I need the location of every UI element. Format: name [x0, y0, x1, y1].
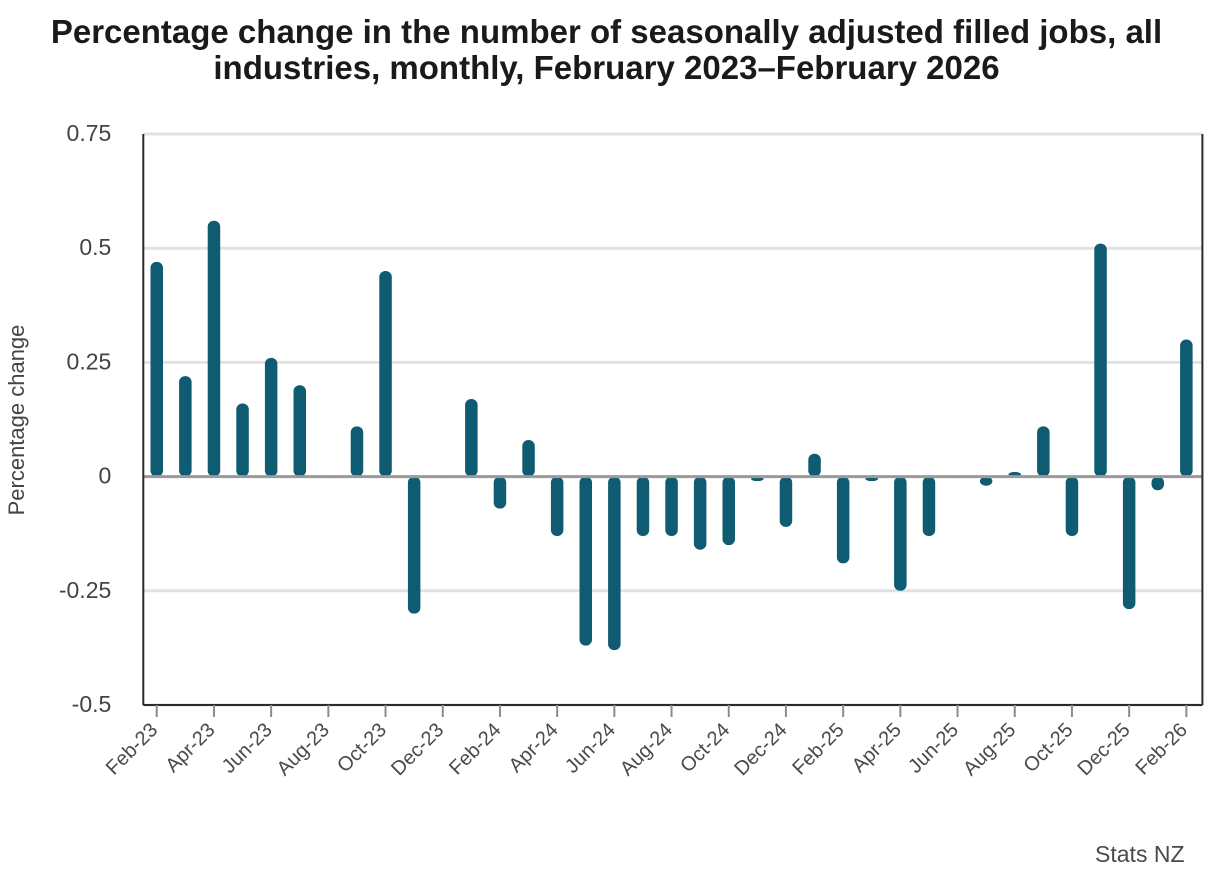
svg-text:Aug-24: Aug-24	[616, 719, 677, 780]
svg-text:Feb-26: Feb-26	[1132, 719, 1192, 779]
svg-text:-0.5: -0.5	[72, 691, 112, 717]
svg-text:Oct-23: Oct-23	[333, 719, 391, 777]
svg-text:Dec-25: Dec-25	[1074, 719, 1135, 780]
svg-text:Apr-23: Apr-23	[161, 719, 219, 777]
svg-text:Aug-23: Aug-23	[273, 719, 334, 780]
svg-text:0.25: 0.25	[67, 348, 112, 374]
svg-text:Oct-24: Oct-24	[676, 719, 734, 777]
svg-text:Dec-24: Dec-24	[730, 719, 791, 780]
svg-text:Feb-25: Feb-25	[788, 719, 848, 779]
svg-text:Dec-23: Dec-23	[387, 719, 448, 780]
svg-text:Stats NZ: Stats NZ	[1095, 841, 1184, 867]
svg-text:Apr-25: Apr-25	[848, 719, 906, 777]
svg-text:Jun-23: Jun-23	[218, 719, 277, 778]
svg-text:0: 0	[99, 463, 112, 489]
svg-text:Oct-25: Oct-25	[1019, 719, 1077, 777]
svg-text:0.75: 0.75	[67, 120, 112, 146]
svg-text:Percentage change: Percentage change	[4, 325, 29, 516]
svg-text:Aug-25: Aug-25	[959, 719, 1020, 780]
svg-text:Jun-24: Jun-24	[561, 719, 620, 778]
svg-text:-0.25: -0.25	[59, 577, 111, 603]
svg-text:0.5: 0.5	[79, 234, 111, 260]
svg-text:Feb-24: Feb-24	[445, 719, 505, 779]
svg-text:Feb-23: Feb-23	[102, 719, 162, 779]
svg-text:Jun-25: Jun-25	[904, 719, 963, 778]
svg-text:Apr-24: Apr-24	[505, 719, 563, 777]
